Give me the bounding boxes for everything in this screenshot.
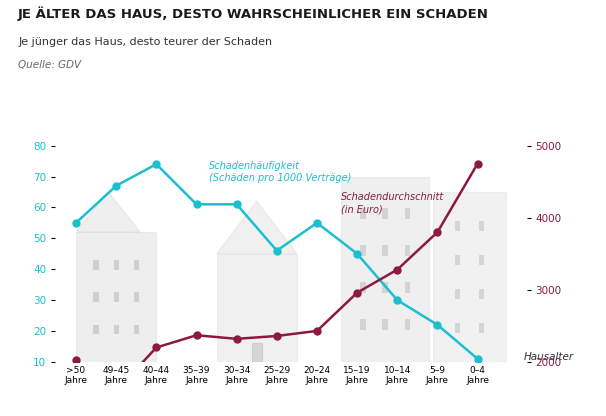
Bar xyxy=(251,343,262,362)
Bar xyxy=(454,220,461,231)
Bar xyxy=(454,289,461,300)
Text: Quelle: GDV: Quelle: GDV xyxy=(18,60,81,70)
Bar xyxy=(134,292,139,302)
Bar xyxy=(479,255,484,265)
Bar xyxy=(405,208,410,219)
Bar xyxy=(405,245,410,256)
Bar xyxy=(454,322,461,333)
Bar xyxy=(134,260,139,270)
Bar xyxy=(216,254,297,362)
Bar xyxy=(479,322,484,333)
Bar xyxy=(405,319,410,330)
Bar xyxy=(361,208,366,219)
Bar xyxy=(134,324,139,334)
Bar xyxy=(341,176,430,362)
Bar xyxy=(113,292,119,302)
Bar xyxy=(93,324,99,334)
Text: Hausalter: Hausalter xyxy=(524,352,574,362)
Bar xyxy=(113,260,119,270)
Bar xyxy=(93,260,99,270)
Text: Schadenhäufigkeit
(Schäden pro 1000 Verträge): Schadenhäufigkeit (Schäden pro 1000 Vert… xyxy=(208,161,351,183)
Bar xyxy=(93,292,99,302)
Bar xyxy=(382,282,388,293)
Bar xyxy=(361,282,366,293)
Text: JE ÄLTER DAS HAUS, DESTO WAHRSCHEINLICHER EIN SCHADEN: JE ÄLTER DAS HAUS, DESTO WAHRSCHEINLICHE… xyxy=(18,6,489,21)
Bar xyxy=(479,289,484,300)
Text: Je jünger das Haus, desto teurer der Schaden: Je jünger das Haus, desto teurer der Sch… xyxy=(18,37,272,47)
Polygon shape xyxy=(76,192,140,232)
Bar xyxy=(382,245,388,256)
Bar xyxy=(479,220,484,231)
Bar xyxy=(433,192,506,362)
Bar xyxy=(454,255,461,265)
Bar xyxy=(113,324,119,334)
Bar xyxy=(382,319,388,330)
Bar xyxy=(76,232,156,362)
Bar xyxy=(361,319,366,330)
Bar xyxy=(361,245,366,256)
Text: Schadendurchschnitt
(in Euro): Schadendurchschnitt (in Euro) xyxy=(341,193,444,214)
Bar xyxy=(382,208,388,219)
Bar xyxy=(405,282,410,293)
Polygon shape xyxy=(216,201,297,254)
